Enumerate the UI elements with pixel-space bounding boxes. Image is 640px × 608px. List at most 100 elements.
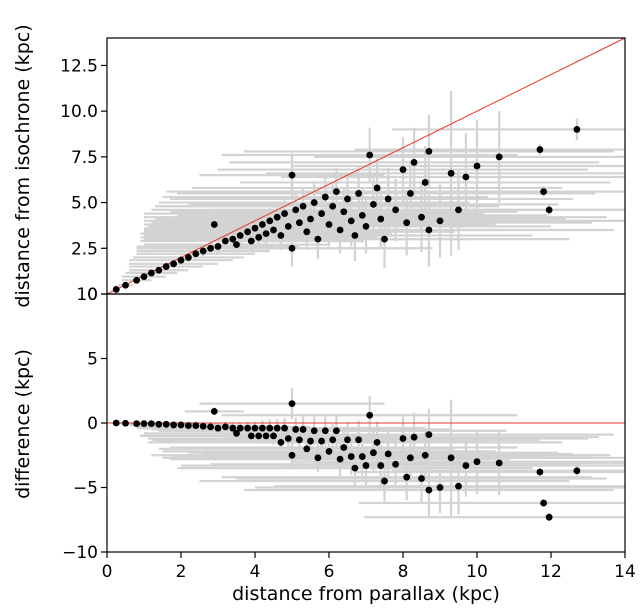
bottom-point-49 <box>351 464 359 472</box>
bottom-point-32 <box>288 451 296 459</box>
bottom-y-tick-label-4: 10 <box>76 285 98 305</box>
top-point-30 <box>284 222 292 230</box>
top-point-47 <box>344 195 351 203</box>
top-point-50 <box>355 190 362 197</box>
bottom-y-tick-label-2: 0 <box>87 414 98 434</box>
bottom-point-46 <box>340 444 348 451</box>
bottom-point-48 <box>347 453 355 460</box>
top-point-48 <box>347 217 355 225</box>
top-point-24 <box>262 230 270 238</box>
bottom-point-63 <box>410 433 418 441</box>
top-point-63 <box>410 158 418 166</box>
top-point-44 <box>333 188 340 196</box>
top-point-75 <box>540 188 547 196</box>
top-point-36 <box>303 228 311 236</box>
bottom-y-axis-label: difference (kpc) <box>12 349 34 499</box>
top-point-35 <box>299 202 307 210</box>
bottom-point-12 <box>207 423 215 431</box>
x-tick-label-6: 12 <box>540 562 562 582</box>
top-y-tick-label-2: 5.0 <box>71 194 98 214</box>
x-tick-label-7: 14 <box>614 562 636 582</box>
bottom-point-75 <box>540 499 547 507</box>
bottom-panel: −10 −5 0 5 10 0 2 4 6 8 10 12 14 difference (kpc) d… <box>12 285 636 605</box>
top-point-74 <box>536 146 544 153</box>
top-point-55 <box>373 184 381 192</box>
top-point-46 <box>340 208 348 216</box>
top-point-27 <box>273 213 281 221</box>
top-point-19 <box>244 228 252 236</box>
top-point-25 <box>266 217 274 225</box>
top-point-1 <box>122 281 129 289</box>
top-point-73 <box>495 153 503 161</box>
bottom-point-67 <box>425 431 433 439</box>
bottom-point-56 <box>377 462 385 469</box>
bottom-point-62 <box>407 454 414 462</box>
top-point-40 <box>318 210 325 217</box>
bottom-point-28 <box>277 438 285 446</box>
bottom-point-34 <box>296 436 303 444</box>
top-point-38 <box>310 199 318 206</box>
top-point-58 <box>384 195 392 203</box>
bottom-point-51 <box>358 453 366 460</box>
bottom-point-47 <box>344 436 351 444</box>
bottom-point-29 <box>281 424 288 432</box>
bottom-point-22 <box>255 432 263 440</box>
bottom-point-64 <box>418 475 425 482</box>
top-point-66 <box>425 226 433 234</box>
top-point-70 <box>455 206 462 214</box>
top-y-tick-label-4: 10.0 <box>60 102 98 122</box>
top-y-tick-label-0: 0 <box>87 285 98 305</box>
bottom-point-15 <box>222 423 229 431</box>
top-point-33 <box>292 206 300 214</box>
top-identity-line <box>106 37 626 295</box>
bottom-point-71 <box>462 462 470 469</box>
bottom-point-9 <box>185 422 192 429</box>
top-point-17 <box>233 241 240 249</box>
top-point-59 <box>392 206 399 214</box>
bottom-point-77 <box>573 467 581 475</box>
top-point-20 <box>247 237 255 245</box>
bottom-point-76 <box>545 513 553 521</box>
bottom-point-53 <box>366 411 374 419</box>
top-point-72 <box>473 162 481 170</box>
top-y-axis-label: distance from isochrone (kpc) <box>12 24 34 307</box>
bottom-point-33 <box>292 426 300 433</box>
x-tick-label-0: 0 <box>102 562 113 582</box>
top-point-43 <box>329 202 337 210</box>
top-point-3 <box>140 273 148 281</box>
top-point-62 <box>407 190 414 197</box>
x-tick-label-4: 8 <box>398 562 409 582</box>
bottom-point-69 <box>447 454 455 462</box>
bottom-point-55 <box>373 438 381 446</box>
top-point-77 <box>573 126 581 133</box>
top-point-10 <box>192 250 200 258</box>
bottom-point-20 <box>247 432 255 440</box>
x-axis-label: distance from parallax (kpc) <box>232 583 500 605</box>
bottom-point-36 <box>303 445 311 453</box>
bottom-point-17 <box>233 429 240 437</box>
bottom-point-45 <box>336 455 344 463</box>
bottom-point-35 <box>299 426 307 433</box>
top-points <box>112 126 581 293</box>
top-point-69 <box>447 169 455 177</box>
bottom-point-54 <box>370 449 377 457</box>
bottom-point-2 <box>133 420 141 428</box>
top-point-8 <box>177 256 185 264</box>
top-y-ticks: 0 2.5 5.0 7.5 10.0 12.5 <box>60 56 107 305</box>
bottom-point-58 <box>384 450 392 458</box>
top-point-67 <box>425 147 433 155</box>
bottom-point-0 <box>112 419 120 427</box>
top-y-tick-label-3: 7.5 <box>71 148 98 168</box>
bottom-point-3 <box>140 420 148 428</box>
x-tick-label-1: 2 <box>176 562 187 582</box>
bottom-point-30 <box>284 435 292 442</box>
bottom-point-57 <box>381 477 388 485</box>
top-point-11 <box>199 247 207 255</box>
bottom-x-ticks: 0 2 4 6 8 10 12 14 <box>102 552 636 582</box>
bottom-point-16 <box>229 424 237 432</box>
bottom-point-70 <box>455 482 462 490</box>
bottom-y-tick-label-3: 5 <box>87 350 98 370</box>
bottom-point-73 <box>495 459 503 467</box>
bottom-point-14 <box>214 424 222 432</box>
top-panel: 0 2.5 5.0 7.5 10.0 12.5 distance from isochro… <box>12 24 626 308</box>
